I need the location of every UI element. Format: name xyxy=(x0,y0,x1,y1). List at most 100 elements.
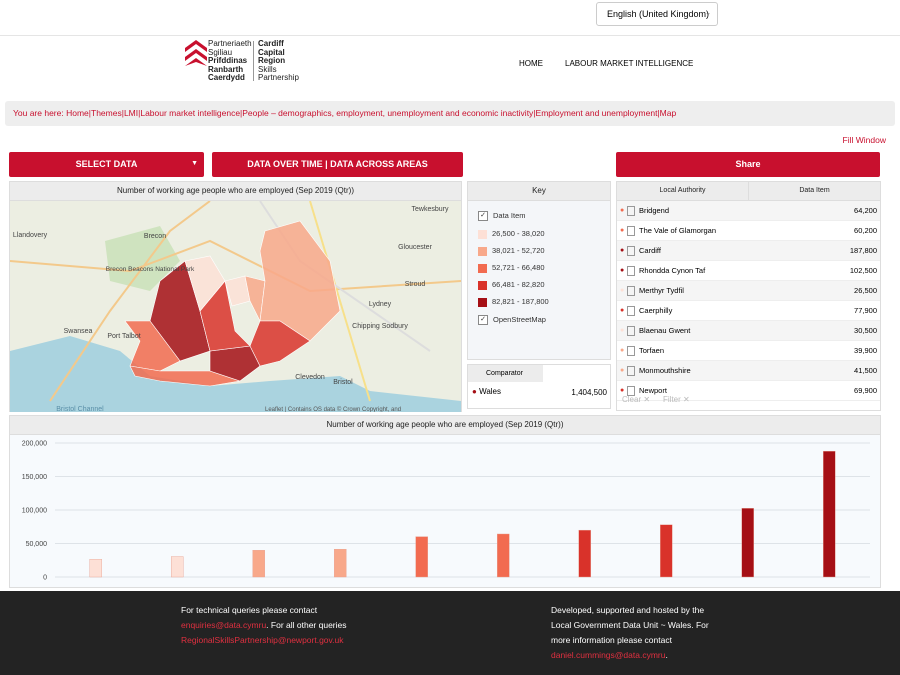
place-label: Brecon xyxy=(144,233,166,240)
breadcrumb-link[interactable]: Map xyxy=(659,108,677,118)
logo-line: Region xyxy=(258,56,286,65)
data-item: 187,800 xyxy=(849,246,877,255)
logo-line: Ranbarth xyxy=(208,64,244,74)
bar[interactable] xyxy=(578,529,591,578)
authority-name: Caerphilly xyxy=(639,306,673,315)
table-row[interactable]: ● Blaenau Gwent 30,500 xyxy=(617,321,880,341)
data-item: 30,500 xyxy=(854,326,877,335)
data-over-time-button[interactable]: DATA OVER TIME | DATA ACROSS AREAS xyxy=(212,152,463,177)
key-item[interactable]: ✓ Data Item xyxy=(478,210,549,229)
key-item[interactable]: ✓ OpenStreetMap xyxy=(478,314,549,333)
breadcrumb-separator: | xyxy=(88,108,92,118)
place-label: Bristol xyxy=(333,379,353,386)
place-label: Port Talbot xyxy=(107,333,140,340)
key-class-label: 38,021 - 52,720 xyxy=(492,246,545,255)
footer-link[interactable]: enquiries@data.cymru xyxy=(181,620,267,630)
breadcrumb-link[interactable]: LMI xyxy=(123,108,139,118)
map-region[interactable] xyxy=(129,365,241,387)
table-panel: Local Authority Data Item ● Bridgend 64,20… xyxy=(616,181,881,411)
footer-link[interactable]: RegionalSkillsPartnership@newport.gov.uk xyxy=(181,635,344,645)
bar[interactable] xyxy=(334,548,347,578)
chart-title: Number of working age people who are emp… xyxy=(10,416,880,435)
place-label: Tewkesbury xyxy=(412,206,449,213)
chevron: ⌄ xyxy=(705,10,711,17)
key-class: 82,821 - 187,800 xyxy=(478,297,549,314)
y-tick-label: 50,000 xyxy=(26,541,48,548)
row-dot: ● xyxy=(620,327,625,334)
comparator-value: 1,404,500 xyxy=(571,388,607,397)
place-label: Lydney xyxy=(369,301,392,308)
data-item: 41,500 xyxy=(854,366,877,375)
nav-link[interactable]: LABOUR MARKET INTELLIGENCE xyxy=(565,59,694,68)
map-attribution: Leaflet | Contains OS data © Crown Copyr… xyxy=(265,406,401,412)
row-dot: ● xyxy=(620,347,625,354)
table-row[interactable]: ● Torfaen 39,900 xyxy=(617,341,880,361)
table-row[interactable]: ● Merthyr Tydfil 26,500 xyxy=(617,281,880,301)
bar[interactable] xyxy=(415,536,428,578)
dot: ● xyxy=(472,387,477,396)
authority-name: Monmouthshire xyxy=(639,366,691,375)
row-dot: ● xyxy=(620,307,625,314)
row-icon xyxy=(627,326,635,336)
breadcrumb-link[interactable]: Themes xyxy=(91,108,122,118)
table-row[interactable]: ● Newport 69,900 xyxy=(617,381,880,401)
filter-button[interactable]: Filter ✕ xyxy=(663,395,690,404)
key-swatch xyxy=(478,280,487,290)
nav-link[interactable]: HOME xyxy=(519,59,543,68)
logo-line: Caerdydd xyxy=(208,73,245,82)
button-label: SELECT DATA xyxy=(75,159,138,169)
row-icon xyxy=(627,366,635,376)
table-row[interactable]: ● The Vale of Glamorgan 60,200 xyxy=(617,221,880,241)
authority-name: Torfaen xyxy=(639,346,665,355)
logo-divider xyxy=(253,41,254,81)
key-class: 38,021 - 52,720 xyxy=(478,246,549,263)
map-title: Number of working age people who are emp… xyxy=(10,182,461,201)
table-row[interactable]: ● Caerphilly 77,900 xyxy=(617,301,880,321)
breadcrumb-link[interactable]: People – demographics, employment, unemp… xyxy=(242,108,534,118)
breadcrumb-link[interactable]: Labour market intelligence xyxy=(140,108,241,118)
bar[interactable] xyxy=(660,524,673,578)
table-row[interactable]: ● Rhondda Cynon Taf 102,500 xyxy=(617,261,880,281)
map-region[interactable] xyxy=(249,320,311,367)
clear-button[interactable]: Clear ✕ xyxy=(622,395,651,404)
y-tick-label: 150,000 xyxy=(22,474,47,481)
map[interactable]: Llandovery Brecon Brecon Beacons National … xyxy=(10,201,461,412)
table-row[interactable]: ● Cardiff 187,800 xyxy=(617,241,880,261)
row-icon xyxy=(627,246,635,256)
language-select[interactable]: English (United Kingdom) ⌄ xyxy=(596,2,718,26)
key-label: OpenStreetMap xyxy=(493,315,546,324)
row-dot: ● xyxy=(620,267,625,274)
key-label: Data Item xyxy=(493,211,526,220)
language: English (United Kingdom) xyxy=(607,9,710,19)
bar[interactable] xyxy=(741,508,754,578)
place-label: Brecon Beacons National Park xyxy=(106,266,195,273)
bar[interactable] xyxy=(823,450,836,578)
bar[interactable] xyxy=(497,533,510,578)
authority-name: The Vale of Glamorgan xyxy=(639,226,716,235)
clear-label: Clear xyxy=(622,395,642,404)
footer: For technical queries please contact enqu… xyxy=(0,591,900,675)
y-tick-label: 0 xyxy=(43,575,47,582)
breadcrumb: You are here: Home|Themes|LMI|Labour mar… xyxy=(13,108,676,118)
footer-text: more information please contact xyxy=(551,635,672,645)
key-class-label: 52,721 - 66,480 xyxy=(492,263,545,272)
fill-window[interactable]: Fill Window xyxy=(842,135,886,145)
row-dot: ● xyxy=(620,287,625,294)
footer-left: For technical queries please contact enqu… xyxy=(181,603,381,648)
breadcrumb-link[interactable]: Home xyxy=(66,108,89,118)
bar[interactable] xyxy=(89,559,102,578)
row-icon xyxy=(627,306,635,316)
place-label: Stroud xyxy=(405,281,426,288)
bar[interactable] xyxy=(171,556,184,578)
key-class: 52,721 - 66,480 xyxy=(478,263,549,280)
logo-icon xyxy=(185,40,207,66)
table-row[interactable]: ● Bridgend 64,200 xyxy=(617,201,880,221)
map-road xyxy=(309,201,371,402)
bar[interactable] xyxy=(252,550,265,578)
share-button[interactable]: Share xyxy=(616,152,880,177)
select-data-button[interactable]: SELECT DATA ▼ xyxy=(9,152,204,177)
footer-link[interactable]: daniel.cummings@data.cymru xyxy=(551,650,666,660)
table-row[interactable]: ● Monmouthshire 41,500 xyxy=(617,361,880,381)
breadcrumb-link[interactable]: Employment and unemployment xyxy=(535,108,658,118)
footer-text: Local Government Data Unit ~ Wales. For xyxy=(551,620,709,630)
